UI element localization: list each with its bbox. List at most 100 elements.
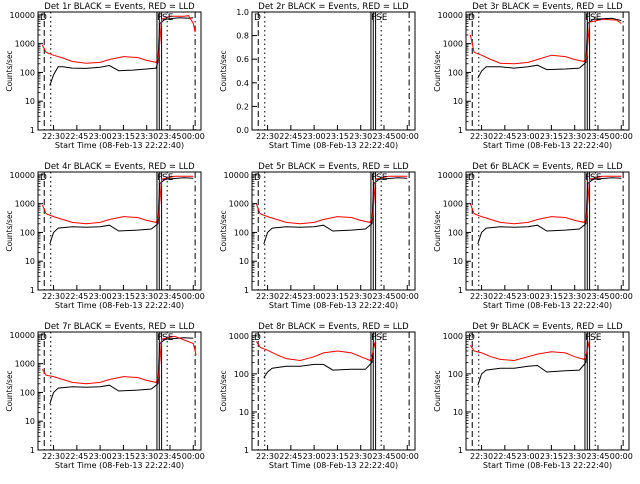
plot-frame xyxy=(251,331,416,451)
series-line-lld xyxy=(255,339,377,362)
x-tick-label: 23:30 xyxy=(349,292,372,301)
series-line-lld xyxy=(41,175,194,225)
x-tick-label: 23:15 xyxy=(112,292,135,301)
y-tick-label: 10 xyxy=(453,257,463,266)
y-tick-label: 100 xyxy=(234,228,249,237)
x-tick-label: 00:00 xyxy=(182,132,205,141)
series-line-lld xyxy=(469,18,622,65)
y-tick-label: 10000 xyxy=(10,171,35,180)
x-tick-label: 22:30 xyxy=(470,292,493,301)
y-tick-label: 1 xyxy=(30,446,35,455)
y-tick-label: 10 xyxy=(239,257,249,266)
corner-label-fse: FSE xyxy=(371,173,388,183)
y-tick-label: 1000 xyxy=(443,332,463,341)
y-tick-label: 10 xyxy=(25,97,35,106)
x-tick-label: 23:00 xyxy=(517,452,540,461)
series-line-lld xyxy=(469,339,591,362)
y-tick-label: 10000 xyxy=(438,11,463,20)
x-tick-label: 23:00 xyxy=(517,292,540,301)
corner-label-fse: FSE xyxy=(371,333,388,343)
series-line-events xyxy=(49,17,194,86)
y-axis-label: Counts/sec xyxy=(5,210,14,251)
series-line-lld xyxy=(41,335,197,385)
y-tick-label: 1.0 xyxy=(236,8,249,17)
x-tick-label: 22:45 xyxy=(493,452,516,461)
x-tick-label: 23:15 xyxy=(326,132,349,141)
corner-label-d: D xyxy=(468,13,475,23)
corner-label-d: D xyxy=(40,333,47,343)
y-axis-label: Counts/sec xyxy=(5,50,14,91)
x-axis-label: Start Time (08-Feb-13 22:22:40) xyxy=(269,301,398,310)
plot-title: Det 5r BLACK = Events, RED = LLD xyxy=(258,162,409,172)
x-tick-label: 22:30 xyxy=(256,292,279,301)
y-tick-label: 100 xyxy=(20,228,35,237)
y-tick-label: 10000 xyxy=(224,171,249,180)
x-tick-label: 23:45 xyxy=(586,132,609,141)
plot-frame xyxy=(251,11,416,131)
y-axis-label: Counts/sec xyxy=(219,370,228,411)
x-axis-label: Start Time (08-Feb-13 22:22:40) xyxy=(483,461,612,470)
plot-frame xyxy=(465,331,630,451)
x-axis-label: Start Time (08-Feb-13 22:22:40) xyxy=(55,301,184,310)
panel-det-3: Det 3r BLACK = Events, RED = LLD 1 10 100 10… xyxy=(433,2,633,150)
y-tick-label: 1 xyxy=(30,286,35,295)
panel-det-4: Det 4r BLACK = Events, RED = LLD 1 10 100 10… xyxy=(5,162,205,310)
x-tick-label: 22:45 xyxy=(65,132,88,141)
corner-label-fse: FSE xyxy=(585,173,602,183)
x-tick-label: 23:00 xyxy=(303,132,326,141)
corner-label-d: D xyxy=(468,173,475,183)
x-tick-label: 23:00 xyxy=(303,292,326,301)
y-tick-label: 10000 xyxy=(10,11,35,20)
panel-det-6: Det 6r BLACK = Events, RED = LLD 1 10 100 10… xyxy=(433,162,633,310)
x-tick-label: 23:00 xyxy=(89,292,112,301)
x-tick-label: 23:45 xyxy=(586,452,609,461)
x-tick-label: 23:30 xyxy=(349,132,372,141)
x-tick-label: 23:15 xyxy=(112,132,135,141)
y-tick-label: 100 xyxy=(448,68,463,77)
x-tick-label: 22:45 xyxy=(65,452,88,461)
y-tick-label: 1000 xyxy=(443,40,463,49)
series-line-events xyxy=(477,177,622,245)
y-tick-label: 0.4 xyxy=(236,79,249,88)
y-axis-label: Counts/sec xyxy=(5,370,14,411)
x-tick-label: 23:00 xyxy=(89,132,112,141)
corner-label-d: D xyxy=(40,173,47,183)
x-axis-label: Start Time (08-Feb-13 22:22:40) xyxy=(269,461,398,470)
corner-label-fse: FSE xyxy=(371,13,388,23)
plot-title: Det 3r BLACK = Events, RED = LLD xyxy=(472,2,623,12)
x-tick-label: 23:30 xyxy=(135,452,158,461)
y-tick-label: 0.0 xyxy=(236,126,249,135)
x-tick-label: 23:45 xyxy=(372,452,395,461)
y-axis-label: Counts/sec xyxy=(219,210,228,251)
y-tick-label: 1000 xyxy=(15,360,35,369)
x-axis-label: Start Time (08-Feb-13 22:22:40) xyxy=(55,141,184,150)
plot-title: Det 2r BLACK = Events, RED = LLD xyxy=(258,2,409,12)
y-tick-label: 1000 xyxy=(15,40,35,49)
plot-title: Det 9r BLACK = Events, RED = LLD xyxy=(472,322,623,332)
x-tick-label: 22:30 xyxy=(256,452,279,461)
x-tick-label: 00:00 xyxy=(610,292,633,301)
x-tick-label: 23:15 xyxy=(326,292,349,301)
x-tick-label: 00:00 xyxy=(396,292,419,301)
x-tick-label: 23:30 xyxy=(563,132,586,141)
series-line-events xyxy=(477,17,622,79)
panel-det-7: Det 7r BLACK = Events, RED = LLD 1 10 100 10… xyxy=(5,322,205,470)
y-tick-label: 100 xyxy=(20,68,35,77)
series-line-lld xyxy=(255,175,408,225)
x-tick-label: 22:45 xyxy=(65,292,88,301)
plot-frame xyxy=(465,11,630,131)
x-tick-label: 00:00 xyxy=(396,452,419,461)
x-tick-label: 22:45 xyxy=(493,132,516,141)
panel-det-1: Det 1r BLACK = Events, RED = LLD 1 10 100 10… xyxy=(5,2,205,150)
x-tick-label: 22:30 xyxy=(256,132,279,141)
y-tick-label: 1 xyxy=(244,286,249,295)
x-tick-label: 23:45 xyxy=(158,452,181,461)
y-tick-label: 1000 xyxy=(443,200,463,209)
y-tick-label: 1 xyxy=(30,126,35,135)
y-tick-label: 100 xyxy=(234,370,249,379)
x-tick-label: 23:15 xyxy=(540,292,563,301)
panel-det-9: Det 9r BLACK = Events, RED = LLD 1 10 100 10… xyxy=(433,322,633,470)
x-axis-label: Start Time (08-Feb-13 22:22:40) xyxy=(483,301,612,310)
